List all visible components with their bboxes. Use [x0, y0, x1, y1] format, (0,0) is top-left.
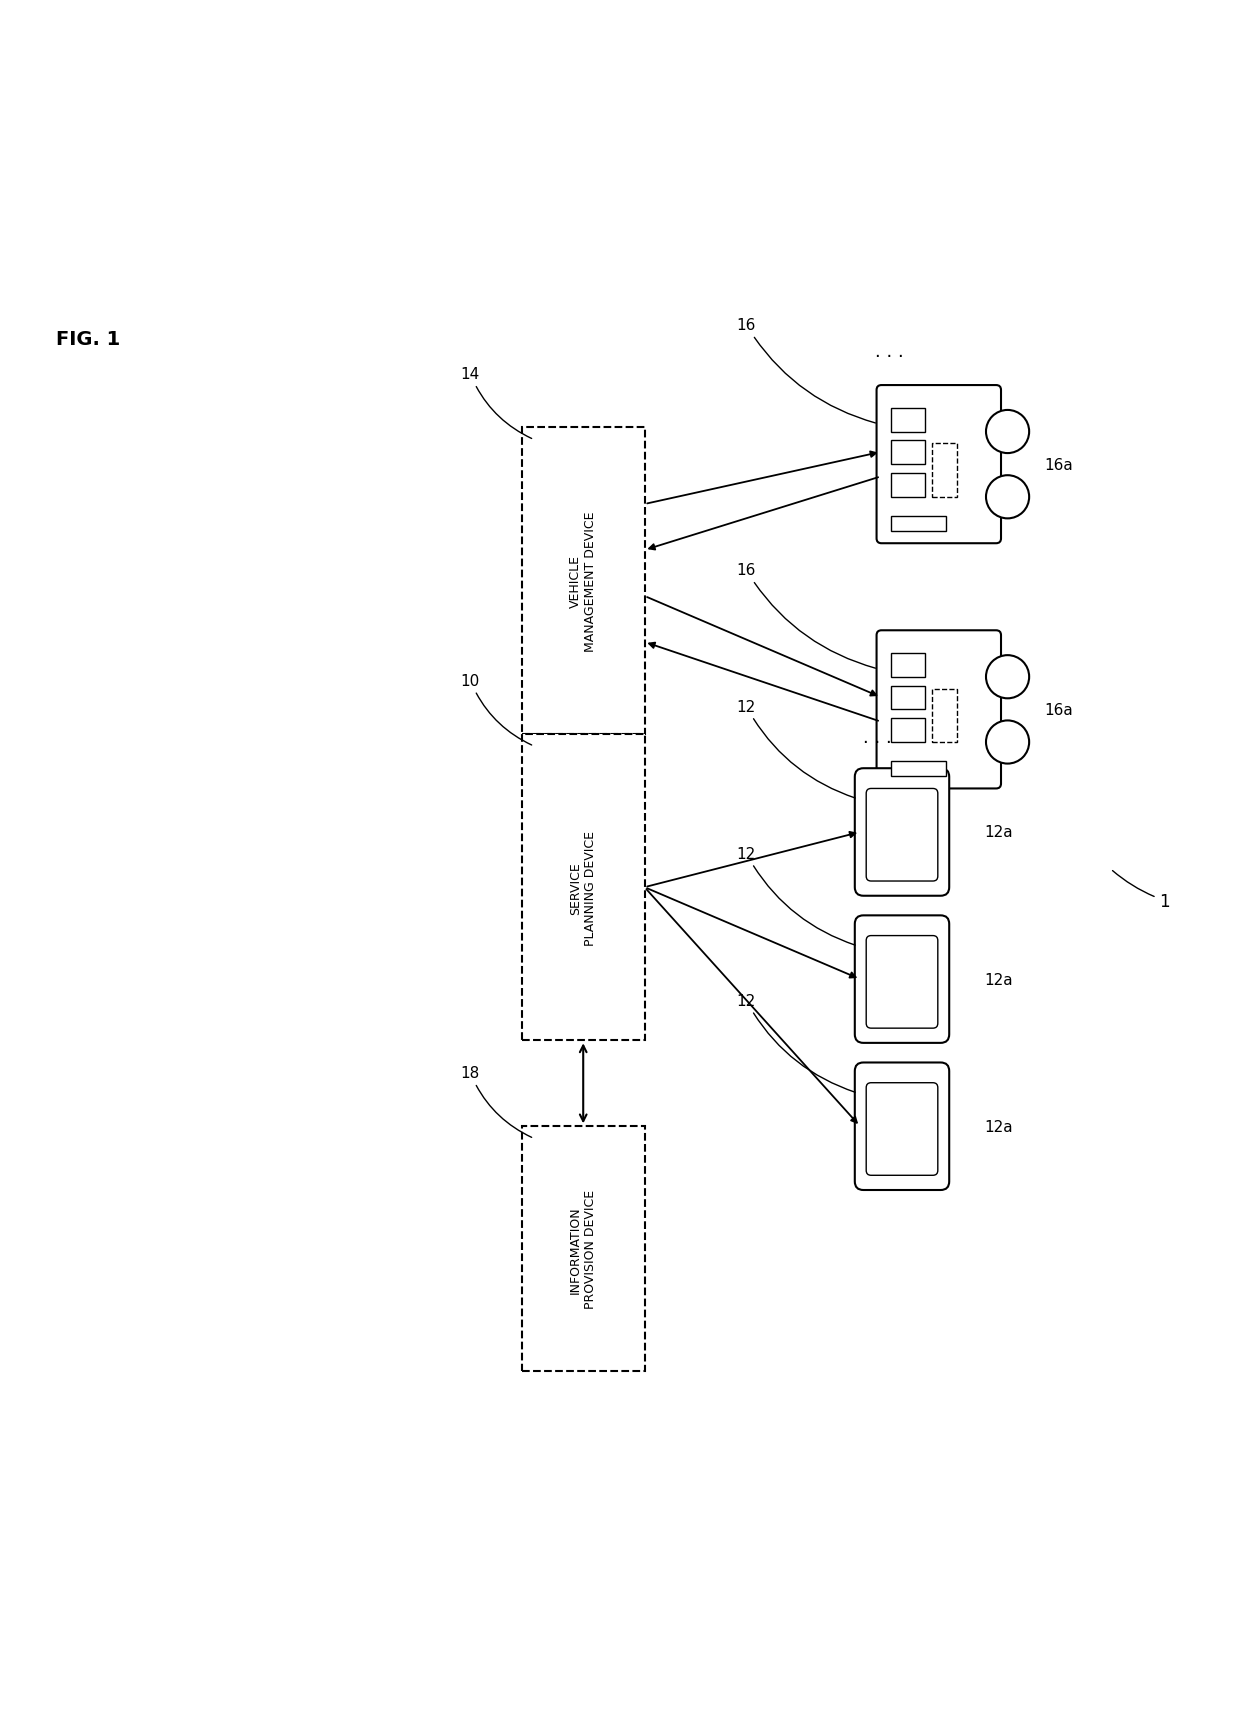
Text: 12a: 12a	[985, 1119, 1013, 1135]
FancyBboxPatch shape	[854, 770, 949, 896]
FancyBboxPatch shape	[854, 1063, 949, 1190]
Text: 12: 12	[737, 847, 856, 946]
Text: 16: 16	[737, 564, 875, 668]
Text: 1: 1	[1112, 871, 1171, 910]
FancyBboxPatch shape	[877, 386, 1001, 543]
Circle shape	[986, 411, 1029, 454]
Bar	[890, 761, 946, 776]
Text: 16: 16	[737, 319, 875, 423]
Bar	[890, 516, 946, 531]
Text: 12a: 12a	[985, 972, 1013, 987]
FancyBboxPatch shape	[867, 936, 937, 1028]
Bar	[522, 735, 645, 1040]
Bar	[522, 428, 645, 735]
Bar	[890, 718, 925, 742]
Bar	[932, 689, 957, 742]
Bar	[932, 444, 957, 497]
Text: 12a: 12a	[985, 824, 1013, 840]
Bar	[522, 1126, 645, 1371]
Bar	[890, 686, 925, 710]
FancyBboxPatch shape	[867, 788, 937, 881]
Bar	[890, 408, 925, 432]
Text: VEHICLE
MANAGEMENT DEVICE: VEHICLE MANAGEMENT DEVICE	[569, 511, 598, 651]
Text: 10: 10	[460, 674, 532, 746]
Bar	[890, 653, 925, 677]
Circle shape	[986, 656, 1029, 699]
Text: INFORMATION
PROVISION DEVICE: INFORMATION PROVISION DEVICE	[569, 1190, 598, 1309]
FancyBboxPatch shape	[854, 915, 949, 1044]
Text: 14: 14	[460, 367, 532, 439]
Circle shape	[986, 722, 1029, 764]
Text: 12: 12	[737, 994, 856, 1092]
Bar	[890, 440, 925, 464]
Text: . . .: . . .	[863, 728, 892, 747]
Text: FIG. 1: FIG. 1	[56, 331, 120, 350]
Text: . . .: . . .	[875, 343, 904, 360]
Text: 18: 18	[460, 1066, 532, 1138]
Text: 16a: 16a	[1044, 703, 1073, 718]
Circle shape	[986, 476, 1029, 519]
Text: SERVICE
PLANNING DEVICE: SERVICE PLANNING DEVICE	[569, 830, 598, 944]
Text: 16a: 16a	[1044, 458, 1073, 473]
FancyBboxPatch shape	[877, 631, 1001, 788]
Text: 12: 12	[737, 699, 856, 799]
FancyBboxPatch shape	[867, 1083, 937, 1176]
Bar	[890, 473, 925, 497]
